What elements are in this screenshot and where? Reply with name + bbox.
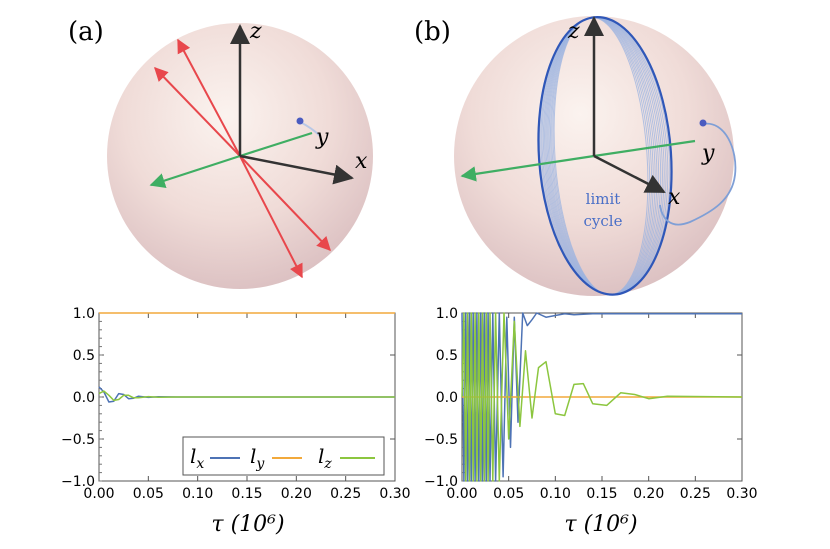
plot-a: 0.00 0.05 0.10 0.15 0.20 0.25 0.30 1.0 0.5 0.0 −0.… bbox=[61, 306, 411, 502]
start-point-a bbox=[296, 117, 304, 125]
panel-a-label: (a) bbox=[68, 17, 104, 47]
x-tick-label: 0.20 bbox=[633, 486, 664, 502]
x-label-b: x bbox=[668, 185, 681, 210]
red-arrow-a3 bbox=[154, 66, 241, 157]
y-tick-label: 1.0 bbox=[436, 306, 458, 322]
x-axis-title-b: τ (10⁶) bbox=[564, 512, 637, 537]
y-tick-label: 0.0 bbox=[436, 390, 458, 406]
x-tick-label: 0.15 bbox=[231, 486, 262, 502]
x-tick-label: 0.00 bbox=[83, 486, 114, 502]
y-tick-label: −0.5 bbox=[424, 432, 458, 448]
z-label-b: z bbox=[567, 19, 580, 44]
series-lz bbox=[98, 390, 395, 402]
red-arrow-a2 bbox=[239, 155, 331, 252]
y-tick-label: −0.5 bbox=[61, 432, 95, 448]
limit-cycle-label-1: limit bbox=[586, 190, 621, 208]
legend: lx ly lz bbox=[182, 436, 385, 476]
green-axis-b-neg bbox=[460, 154, 595, 182]
green-axis-b-pos bbox=[593, 139, 696, 158]
x-tick-label: 0.05 bbox=[493, 486, 524, 502]
y-tick-label: −1.0 bbox=[61, 474, 95, 490]
y-tick-label: 0.0 bbox=[73, 390, 95, 406]
x-tick-label: 0.10 bbox=[540, 486, 571, 502]
x-tick-label: 0.20 bbox=[281, 486, 312, 502]
x-tick-label: 0.25 bbox=[330, 486, 361, 502]
series-lx bbox=[98, 386, 395, 403]
x-tick-label: 0.05 bbox=[133, 486, 164, 502]
red-arrow-a1 bbox=[177, 38, 241, 157]
green-axis-a-neg bbox=[149, 154, 241, 189]
y-tick-label: −1.0 bbox=[424, 474, 458, 490]
z-label-a: z bbox=[249, 19, 262, 44]
y-tick-label: 0.5 bbox=[73, 348, 95, 364]
x-tick-label: 0.15 bbox=[586, 486, 617, 502]
legend-box bbox=[182, 436, 385, 476]
x-tick-label: 0.00 bbox=[446, 486, 477, 502]
start-point-b bbox=[699, 119, 707, 127]
series-lz bbox=[461, 312, 743, 482]
x-axis-title-a: τ (10⁶) bbox=[211, 512, 284, 537]
x-tick-label: 0.30 bbox=[726, 486, 757, 502]
x-axis-b bbox=[593, 154, 666, 194]
limit-cycle-label-2: cycle bbox=[584, 212, 623, 230]
panel-b-label: (b) bbox=[414, 17, 451, 47]
y-label-a: y bbox=[315, 125, 329, 150]
y-tick-label: 0.5 bbox=[436, 348, 458, 364]
x-tick-label: 0.25 bbox=[680, 486, 711, 502]
green-axis-a-pos bbox=[239, 131, 313, 158]
x-label-a: x bbox=[355, 149, 368, 174]
y-label-b: y bbox=[701, 141, 715, 166]
plot-b: 0.00 0.05 0.10 0.15 0.20 0.25 0.30 1.0 0.5 0.0 −0.… bbox=[424, 306, 758, 502]
x-axis-a bbox=[239, 154, 354, 185]
trajectory-b bbox=[659, 122, 737, 226]
red-arrow-a4 bbox=[239, 155, 303, 279]
y-tick-label: 1.0 bbox=[73, 306, 95, 322]
x-tick-label: 0.30 bbox=[379, 486, 410, 502]
x-tick-label: 0.10 bbox=[182, 486, 213, 502]
